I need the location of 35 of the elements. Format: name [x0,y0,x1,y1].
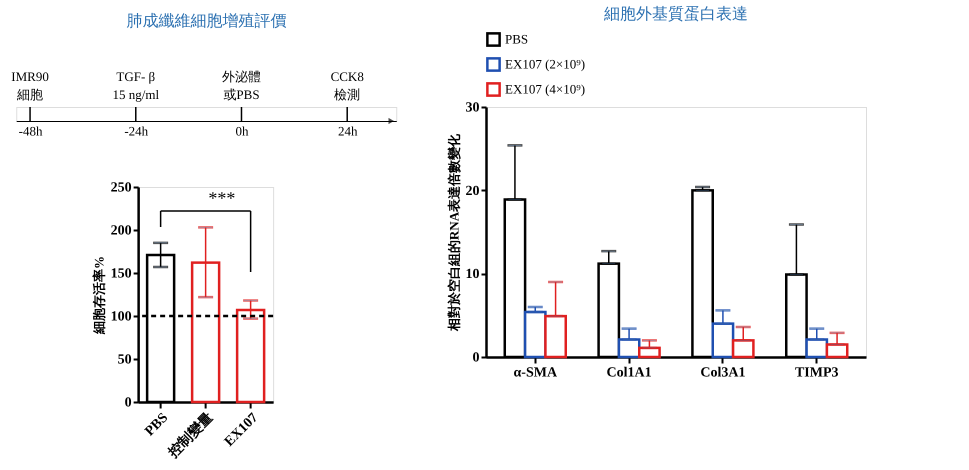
legend-label: PBS [505,32,528,46]
x-tick-label: 24h [338,124,358,138]
y-tick-label: 100 [110,310,132,324]
chart-title: 細胞外基質蛋白表達 [603,5,748,23]
text: 或PBS [223,87,260,102]
y-tick-label: 10 [466,267,480,282]
text: 外泌體 [222,69,261,84]
text: IMR90 [11,69,49,84]
legend-label: EX107 (4×10⁹) [505,82,586,96]
x-tick-label: Col1A1 [606,366,652,380]
annotation: *** [208,188,236,208]
y-tick-label: 20 [466,184,480,199]
x-tick-label: α-SMA [513,366,558,380]
text: TGF- β [116,69,156,84]
y-tick-label: 250 [110,180,132,196]
y-axis-title: 細胞存活率% [92,256,107,335]
y-tick-label: 30 [466,100,480,116]
y-tick-label: 50 [118,352,132,368]
text: CCK8 [330,69,364,84]
y-tick-label: 0 [472,350,480,366]
text: 15 ng/ml [112,87,160,102]
x-tick-label: PBS [142,410,172,440]
text: 細胞 [16,87,44,102]
chart-title: 肺成纖維細胞增殖評價 [126,12,286,30]
y-tick-label: 150 [110,266,132,282]
x-tick-label: TIMP3 [794,366,839,380]
text: 檢測 [334,87,360,102]
x-tick-label: -48h [18,124,43,138]
x-tick-label: Col3A1 [700,366,746,380]
y-tick-label: 200 [110,224,132,238]
y-tick-label: 0 [124,396,132,410]
legend-label: EX107 (2×10⁹) [505,56,586,72]
x-tick-label: -24h [124,124,149,138]
x-tick-label: 0h [235,124,249,138]
y-axis-title: 相對於空白組的RNA表達倍數變化 [446,132,462,332]
